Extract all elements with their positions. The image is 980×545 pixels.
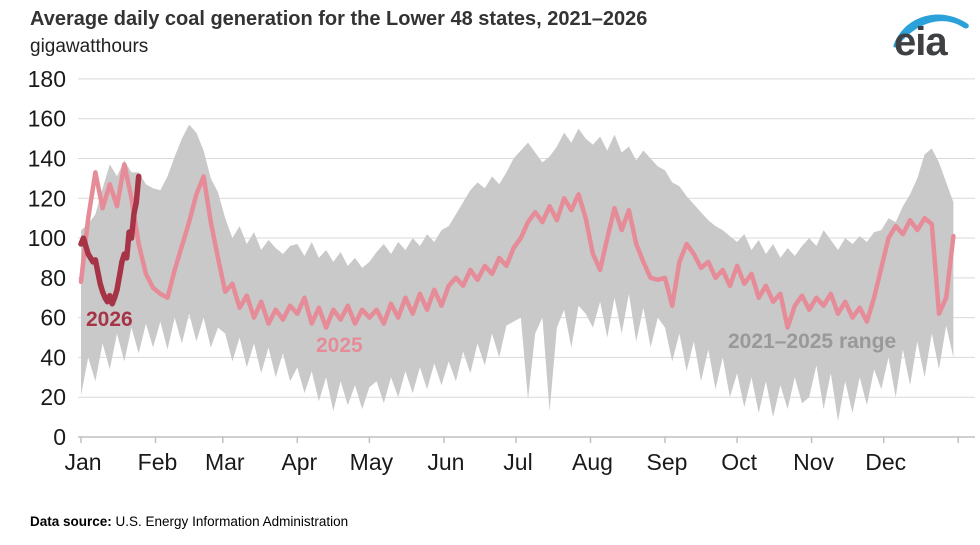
eia-logo-swoosh-icon xyxy=(893,14,969,48)
x-tick-label-Jan: Jan xyxy=(64,449,101,475)
y-tick-label-60: 60 xyxy=(40,305,66,331)
x-tick-label-Oct: Oct xyxy=(721,449,757,475)
x-tick-label-Apr: Apr xyxy=(281,449,317,475)
series-label-2026: 2026 xyxy=(86,308,133,331)
x-tick-label-Dec: Dec xyxy=(865,449,906,475)
eia-logo-text: eia xyxy=(894,20,948,64)
y-tick-label-20: 20 xyxy=(40,384,66,410)
y-tick-label-160: 160 xyxy=(28,106,66,132)
line-2026 xyxy=(78,173,142,307)
data-source-text: U.S. Energy Information Administration xyxy=(111,514,349,529)
x-tick-label-Feb: Feb xyxy=(138,449,178,475)
eia-logo: eia xyxy=(890,4,972,68)
y-tick-label-80: 80 xyxy=(40,265,66,291)
y-tick-label-40: 40 xyxy=(40,344,66,370)
chart-title: Average daily coal generation for the Lo… xyxy=(30,8,648,30)
y-tick-label-180: 180 xyxy=(28,66,66,92)
y-tick-label-120: 120 xyxy=(28,185,66,211)
y-tick-label-100: 100 xyxy=(28,225,66,251)
x-tick-label-Jul: Jul xyxy=(503,449,532,475)
line-2025 xyxy=(78,162,956,330)
x-tick-label-Jun: Jun xyxy=(427,449,464,475)
x-tick-label-Mar: Mar xyxy=(205,449,245,475)
x-tick-label-May: May xyxy=(350,449,394,475)
x-tick-label-Aug: Aug xyxy=(572,449,613,475)
range-band-2021-2025 xyxy=(81,124,954,422)
data-source-label: Data source: xyxy=(30,514,112,529)
y-tick-label-140: 140 xyxy=(28,145,66,171)
series-label-range: 2021–2025 range xyxy=(728,330,897,353)
series-label-2025: 2025 xyxy=(316,334,363,357)
x-tick-label-Sep: Sep xyxy=(647,449,688,475)
x-tick-label-Nov: Nov xyxy=(793,449,834,475)
y-tick-label-0: 0 xyxy=(53,424,66,450)
chart-unit-label: gigawatthours xyxy=(30,36,149,57)
data-source: Data source: U.S. Energy Information Adm… xyxy=(30,514,348,529)
